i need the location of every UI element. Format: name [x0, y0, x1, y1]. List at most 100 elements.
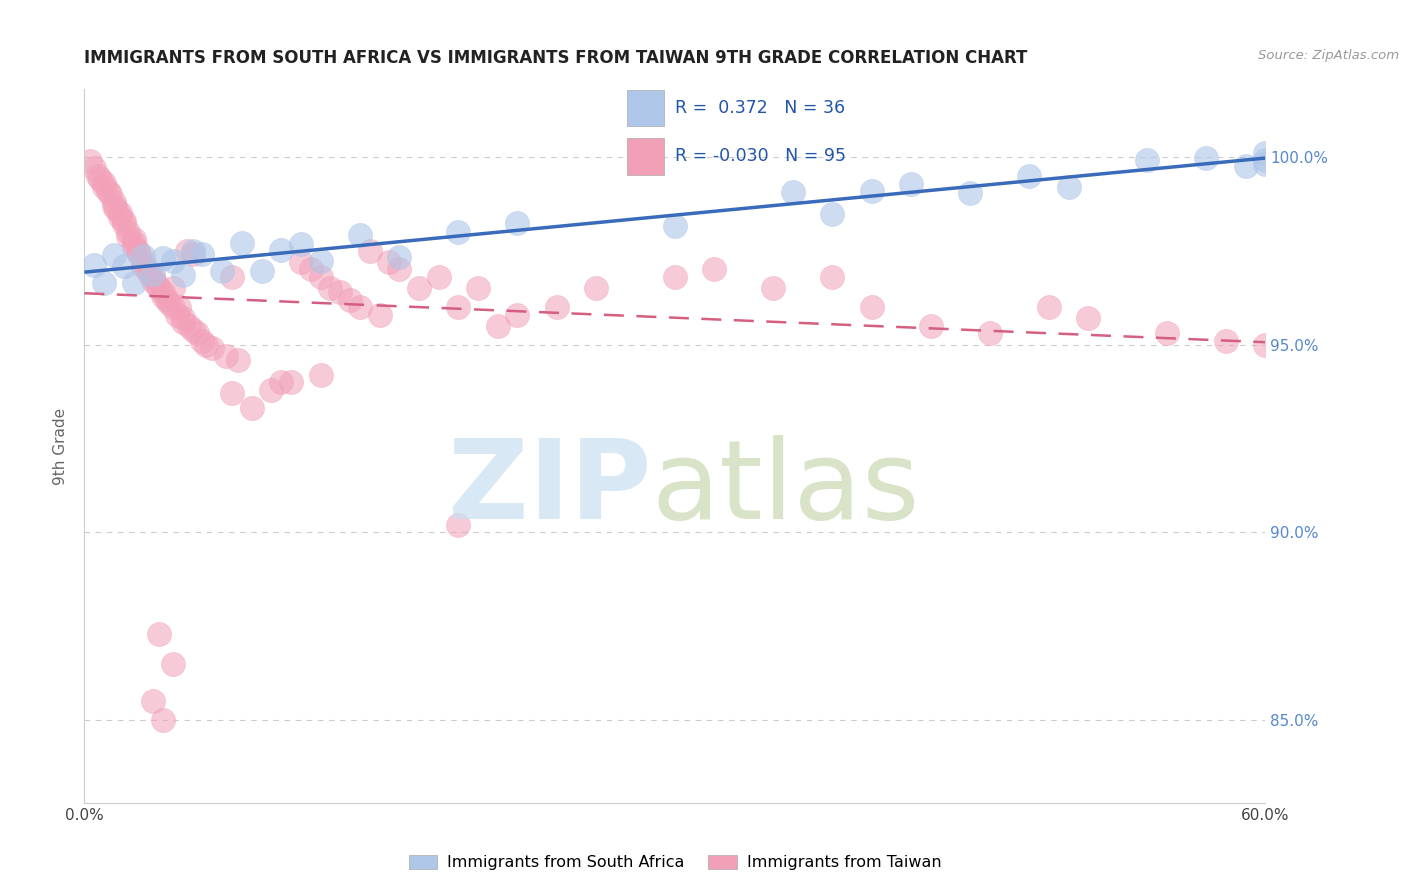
Text: IMMIGRANTS FROM SOUTH AFRICA VS IMMIGRANTS FROM TAIWAN 9TH GRADE CORRELATION CHA: IMMIGRANTS FROM SOUTH AFRICA VS IMMIGRAN… [84, 49, 1028, 67]
Point [309, 254, 332, 268]
Point [1215, 334, 1237, 348]
Point [87, 169, 110, 183]
Point [166, 308, 188, 322]
Point [152, 251, 174, 265]
Point [142, 267, 165, 281]
Point [359, 244, 381, 258]
Point [167, 300, 190, 314]
Point [162, 281, 184, 295]
Point [127, 244, 149, 258]
Point [152, 289, 174, 303]
Point [280, 375, 302, 389]
Point [309, 270, 332, 285]
Point [309, 368, 332, 382]
Point [132, 255, 155, 269]
Point [103, 248, 125, 262]
Point [339, 293, 361, 307]
Point [128, 247, 150, 261]
Point [186, 326, 208, 341]
Point [447, 517, 470, 532]
Point [142, 274, 165, 288]
Point [112, 218, 135, 232]
Point [97, 184, 120, 198]
Point [89, 172, 111, 186]
Text: R =  0.372   N = 36: R = 0.372 N = 36 [675, 99, 845, 117]
Point [900, 177, 922, 191]
Point [181, 322, 204, 336]
Point [221, 386, 243, 401]
Text: atlas: atlas [651, 435, 920, 542]
Point [191, 247, 214, 261]
Point [181, 244, 204, 259]
Point [132, 259, 155, 273]
Point [138, 266, 160, 280]
Point [703, 262, 725, 277]
Point [112, 259, 135, 273]
Point [122, 236, 145, 251]
Point [299, 262, 322, 277]
Point [231, 235, 253, 250]
Point [821, 207, 844, 221]
Point [447, 226, 470, 240]
Text: ZIP: ZIP [449, 435, 651, 542]
Point [1254, 153, 1277, 167]
Point [132, 249, 155, 263]
Point [122, 240, 145, 254]
Point [1038, 300, 1060, 314]
Point [260, 383, 283, 397]
Point [172, 315, 194, 329]
Point [290, 255, 312, 269]
Point [368, 308, 391, 322]
Point [506, 308, 529, 322]
Point [388, 250, 411, 264]
Point [152, 713, 174, 727]
Point [506, 216, 529, 230]
Point [378, 255, 401, 269]
Point [172, 311, 194, 326]
Point [467, 281, 489, 295]
Point [142, 694, 165, 708]
Point [860, 300, 883, 314]
Point [83, 161, 105, 175]
Point [108, 210, 131, 224]
Point [1254, 146, 1277, 161]
Point [211, 264, 233, 278]
Point [1195, 151, 1218, 165]
Point [83, 258, 105, 272]
Point [195, 337, 218, 351]
Point [181, 247, 204, 261]
Point [142, 270, 165, 285]
Point [112, 213, 135, 227]
Point [408, 281, 430, 295]
Point [221, 270, 243, 285]
Text: R = -0.030   N = 95: R = -0.030 N = 95 [675, 147, 846, 165]
Point [782, 185, 804, 199]
Point [122, 232, 145, 246]
Point [103, 194, 125, 209]
Point [122, 277, 145, 291]
Point [177, 318, 200, 333]
Point [98, 187, 121, 202]
Point [664, 270, 686, 285]
Legend: Immigrants from South Africa, Immigrants from Taiwan: Immigrants from South Africa, Immigrants… [402, 848, 948, 877]
Point [1156, 326, 1178, 341]
Point [146, 277, 169, 292]
Point [349, 227, 371, 242]
Text: Source: ZipAtlas.com: Source: ZipAtlas.com [1258, 49, 1399, 62]
Point [93, 276, 115, 290]
Point [270, 243, 292, 257]
Point [148, 281, 170, 295]
Point [176, 244, 198, 258]
Point [546, 300, 568, 314]
Point [191, 334, 214, 348]
Point [215, 349, 238, 363]
Point [157, 296, 180, 310]
Point [136, 262, 159, 277]
Point [920, 318, 942, 333]
Point [319, 281, 342, 295]
Point [486, 318, 509, 333]
Point [250, 263, 273, 277]
Point [103, 199, 125, 213]
Point [1136, 153, 1159, 168]
Point [329, 285, 352, 299]
